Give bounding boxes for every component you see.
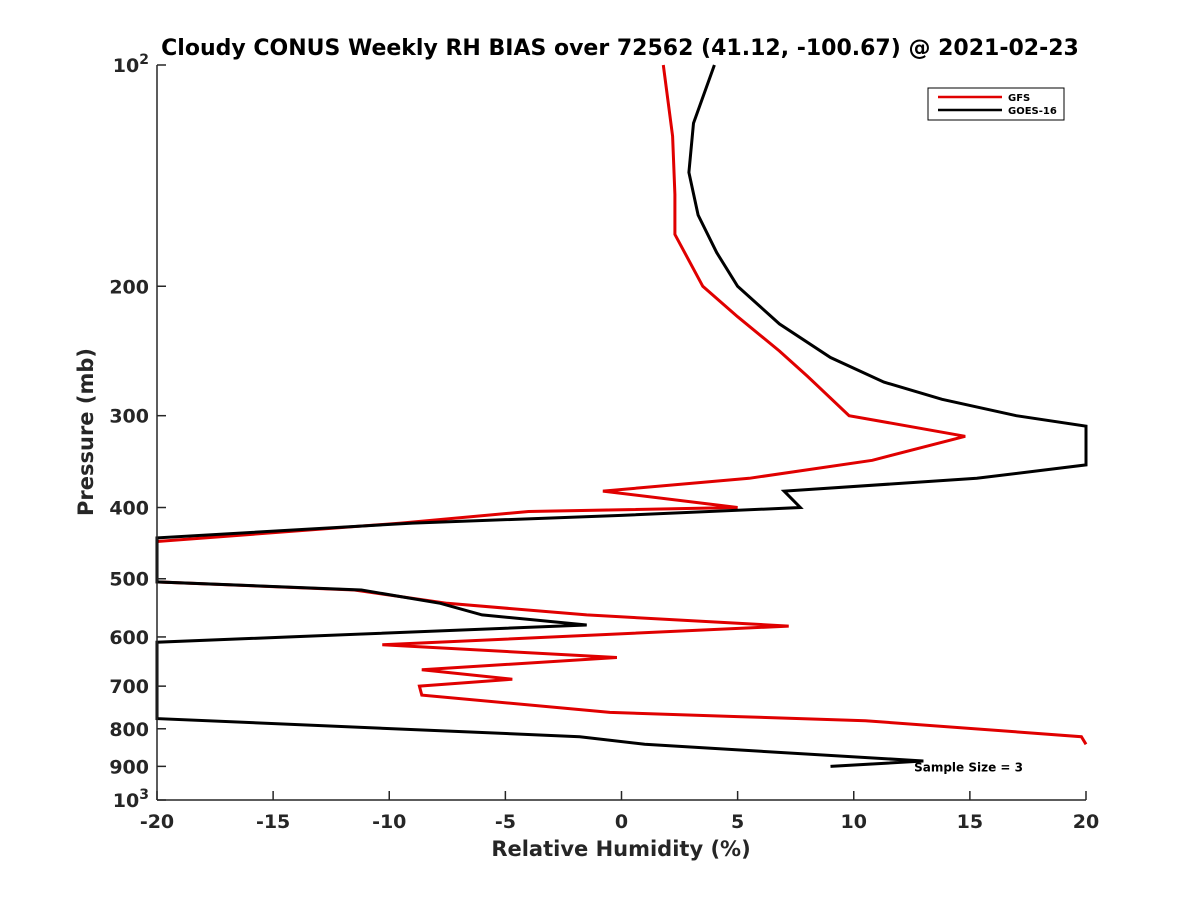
y-tick-label: 300 — [109, 406, 149, 428]
y-tick-label: 103 — [113, 787, 149, 812]
legend-label-gfs: GFS — [1008, 93, 1030, 104]
x-axis-label: Relative Humidity (%) — [491, 837, 750, 861]
x-tick-label: -15 — [256, 811, 290, 833]
y-tick-label: 102 — [113, 52, 149, 77]
y-tick-label: 400 — [109, 498, 149, 520]
series-layer — [155, 64, 1088, 768]
series-line-gfs — [155, 64, 1088, 746]
x-tick-label: -10 — [372, 811, 406, 833]
x-tick-label: 0 — [615, 811, 628, 833]
x-tick-label: 15 — [957, 811, 983, 833]
x-tick-label: 5 — [731, 811, 744, 833]
y-axis-label: Pressure (mb) — [74, 348, 98, 516]
y-tick-label: 600 — [109, 627, 149, 649]
y-ticks: 102 200 300 400 500 600 700 800 900 103 — [109, 52, 166, 812]
chart-title: Cloudy CONUS Weekly RH BIAS over 72562 (… — [161, 36, 1079, 61]
y-tick-label: 500 — [109, 569, 149, 591]
y-tick-label: 200 — [109, 276, 149, 298]
legend: GFS GOES-16 — [927, 87, 1065, 121]
sample-size-annotation: Sample Size = 3 — [914, 760, 1023, 774]
y-tick-label: 700 — [109, 676, 149, 698]
series-line-goes-16 — [155, 64, 1088, 768]
x-tick-label: 20 — [1073, 811, 1099, 833]
legend-label-goes16: GOES-16 — [1008, 106, 1057, 117]
x-tick-label: -5 — [495, 811, 516, 833]
y-tick-label: 800 — [109, 719, 149, 741]
legend-box — [927, 87, 1065, 121]
y-tick-label: 900 — [109, 756, 149, 778]
x-ticks: -20 -15 -10 -5 0 5 10 15 20 — [140, 791, 1099, 833]
x-tick-label: 10 — [841, 811, 867, 833]
x-tick-label: -20 — [140, 811, 174, 833]
